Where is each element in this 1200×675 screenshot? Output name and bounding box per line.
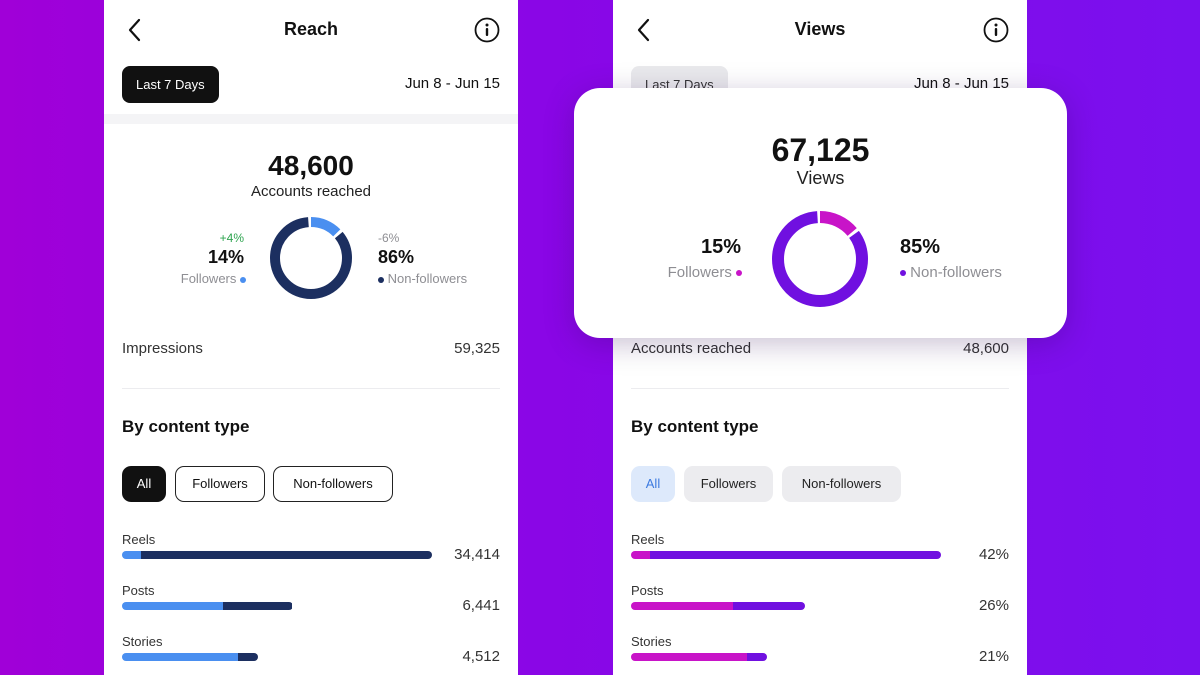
non-followers-change: -6% bbox=[378, 231, 400, 245]
views-total: 67,125 bbox=[771, 132, 870, 168]
bar-segment-followers bbox=[122, 551, 141, 559]
non-followers-percent: 85% bbox=[900, 236, 941, 258]
bar-label-posts: Posts bbox=[631, 583, 664, 598]
reach-header: Reach bbox=[104, 0, 518, 60]
followers-legend: Followers bbox=[181, 271, 246, 286]
non-followers-dot-icon bbox=[900, 270, 906, 277]
bar-value-posts: 6,441 bbox=[462, 597, 500, 614]
bar-posts bbox=[122, 602, 293, 610]
divider bbox=[631, 388, 1009, 389]
section-separator bbox=[104, 114, 518, 124]
views-donut-chart bbox=[772, 211, 868, 307]
non-followers-dot-icon bbox=[378, 276, 384, 283]
views-header: Views bbox=[613, 0, 1027, 60]
chip-all[interactable]: All bbox=[122, 466, 166, 502]
bar-label-reels: Reels bbox=[122, 532, 156, 547]
followers-percent: 14% bbox=[207, 247, 244, 267]
followers-legend-label: Followers bbox=[667, 264, 732, 281]
reach-total: 48,600 bbox=[268, 150, 354, 181]
bar-value-reels: 42% bbox=[978, 546, 1009, 563]
bar-segment-non-followers bbox=[140, 551, 432, 559]
reach-donut-chart bbox=[270, 217, 352, 299]
bar-segment-followers bbox=[122, 602, 223, 610]
chip-non-followers[interactable]: Non-followers bbox=[273, 466, 393, 502]
impressions-value: 59,325 bbox=[454, 340, 500, 357]
bar-value-posts: 26% bbox=[978, 597, 1009, 614]
section-title: By content type bbox=[631, 417, 759, 436]
page-title: Views bbox=[794, 19, 846, 39]
bar-label-stories: Stories bbox=[122, 634, 163, 649]
views-total-label: Views bbox=[796, 168, 845, 188]
donut-segment-followers bbox=[772, 211, 868, 307]
bar-stories bbox=[631, 653, 768, 661]
followers-legend: Followers bbox=[668, 264, 742, 281]
bar-segment-followers bbox=[631, 602, 734, 610]
back-icon[interactable] bbox=[631, 16, 657, 44]
followers-dot-icon bbox=[736, 270, 742, 277]
reach-screen: Reach Last 7 Days Jun 8 - Jun 15 48,600 … bbox=[104, 0, 518, 675]
donut-segment-followers bbox=[270, 217, 352, 299]
donut-segment-non-followers bbox=[270, 217, 352, 299]
views-summary-card: 67,125 Views 15% Followers 85% Non-follo… bbox=[574, 88, 1067, 338]
page-title: Reach bbox=[283, 19, 339, 39]
date-range-text: Jun 8 - Jun 15 bbox=[404, 75, 500, 92]
accounts-reached-label: Accounts reached bbox=[631, 340, 752, 357]
bar-value-reels: 34,414 bbox=[454, 546, 500, 563]
section-title: By content type bbox=[122, 417, 250, 436]
chip-non-followers[interactable]: Non-followers bbox=[782, 466, 901, 502]
non-followers-legend-label: Non-followers bbox=[387, 271, 468, 286]
date-range-text: Jun 8 - Jun 15 bbox=[913, 75, 1009, 92]
bar-segment-followers bbox=[631, 653, 747, 661]
bar-segment-followers bbox=[631, 551, 650, 559]
accounts-reached-row[interactable]: Accounts reached 48,600 bbox=[631, 340, 1009, 360]
bar-value-stories: 4,512 bbox=[462, 648, 500, 665]
info-icon[interactable] bbox=[983, 17, 1009, 43]
bar-segment-non-followers bbox=[746, 653, 768, 661]
non-followers-legend: Non-followers bbox=[900, 264, 1002, 281]
non-followers-legend-label: Non-followers bbox=[910, 264, 1002, 281]
impressions-row[interactable]: Impressions 59,325 bbox=[122, 340, 500, 360]
bar-segment-followers bbox=[122, 653, 238, 661]
chip-followers[interactable]: Followers bbox=[684, 466, 773, 502]
divider bbox=[122, 388, 500, 389]
followers-dot-icon bbox=[240, 276, 246, 283]
bar-segment-non-followers bbox=[237, 653, 259, 661]
bar-segment-non-followers bbox=[649, 551, 941, 559]
bar-label-stories: Stories bbox=[631, 634, 672, 649]
bar-label-posts: Posts bbox=[122, 583, 155, 598]
reach-total-label: Accounts reached bbox=[250, 183, 372, 200]
info-icon[interactable] bbox=[474, 17, 500, 43]
non-followers-legend: Non-followers bbox=[378, 271, 467, 286]
bar-segment-non-followers bbox=[222, 602, 293, 610]
bar-reels bbox=[631, 551, 941, 559]
back-icon[interactable] bbox=[122, 16, 148, 44]
bar-stories bbox=[122, 653, 259, 661]
bar-segment-non-followers bbox=[733, 602, 805, 610]
donut-segment-non-followers bbox=[772, 211, 868, 307]
followers-change: +4% bbox=[219, 231, 244, 245]
impressions-label: Impressions bbox=[122, 340, 203, 357]
bar-reels bbox=[122, 551, 432, 559]
followers-legend-label: Followers bbox=[180, 271, 237, 286]
chip-all[interactable]: All bbox=[631, 466, 675, 502]
chip-followers[interactable]: Followers bbox=[175, 466, 265, 502]
date-range-button[interactable]: Last 7 Days bbox=[122, 66, 219, 103]
bar-value-stories: 21% bbox=[978, 648, 1009, 665]
bar-label-reels: Reels bbox=[631, 532, 665, 547]
non-followers-percent: 86% bbox=[378, 247, 415, 267]
bar-posts bbox=[631, 602, 805, 610]
accounts-reached-value: 48,600 bbox=[963, 340, 1009, 357]
followers-percent: 15% bbox=[700, 236, 741, 258]
